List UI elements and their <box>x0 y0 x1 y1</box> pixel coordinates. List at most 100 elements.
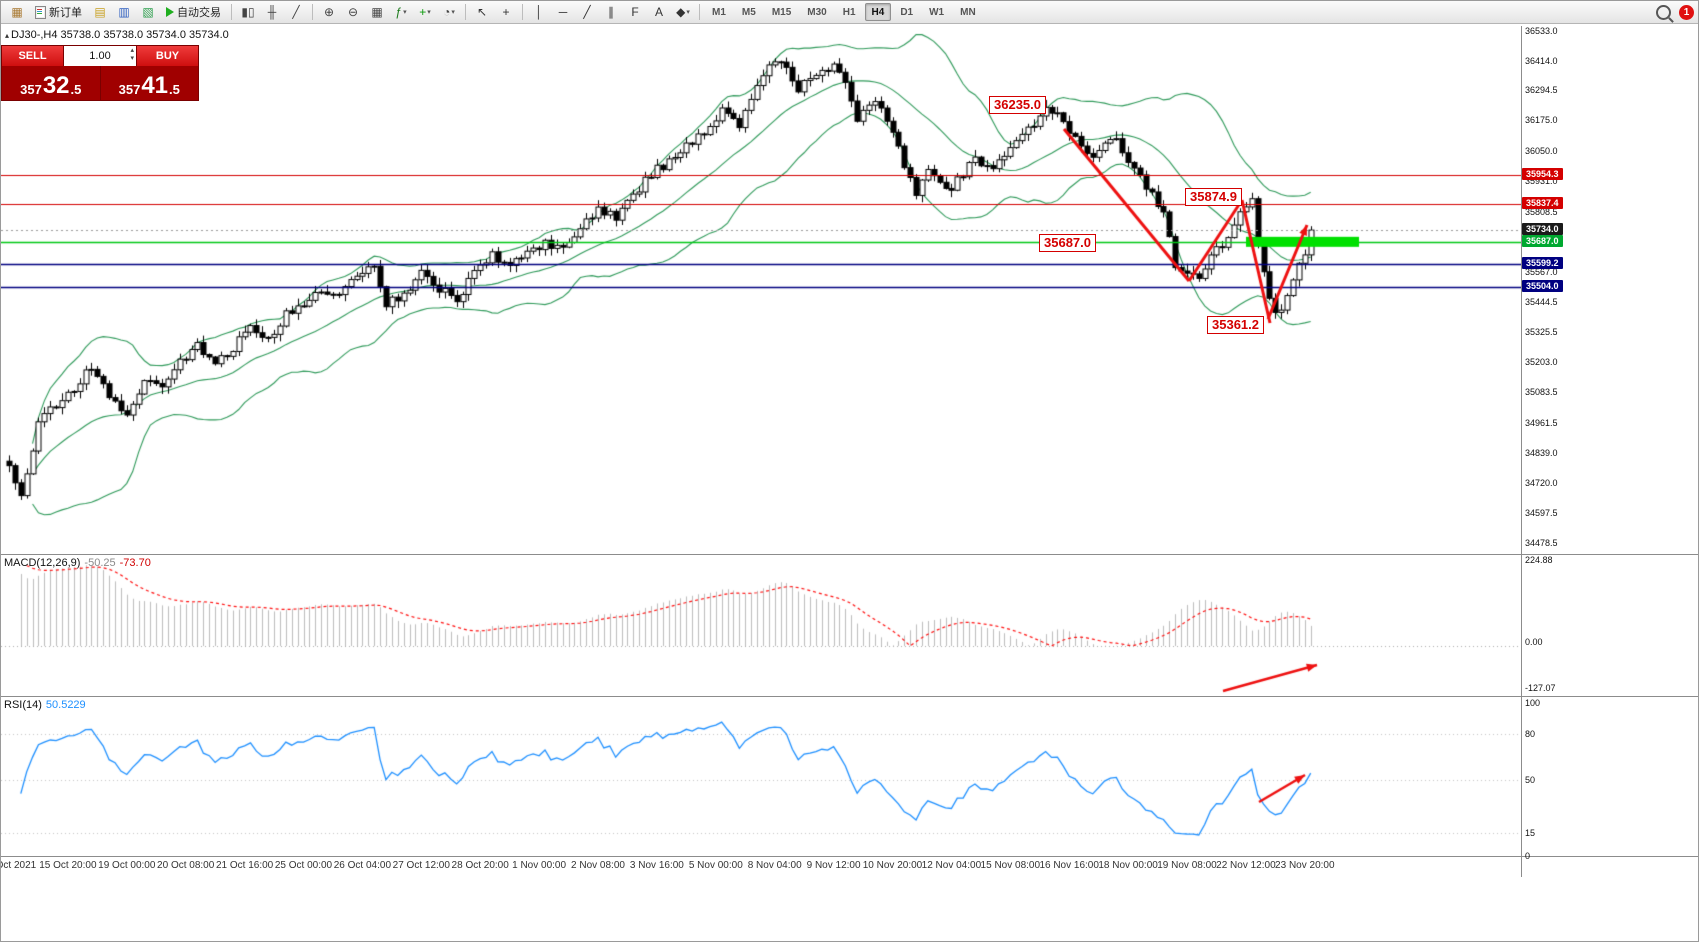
timeframe-m30-button[interactable]: M30 <box>800 3 833 21</box>
add-indicator-icon[interactable]: + ▾ <box>413 2 437 23</box>
price-scale-label: 36414.0 <box>1525 55 1558 66</box>
line-chart-icon[interactable]: ╱ <box>292 4 300 19</box>
time-axis-label: 8 Nov 04:00 <box>747 860 802 871</box>
time-axis-label: 1 Nov 00:00 <box>512 860 567 871</box>
time-axis-separator <box>1 856 1698 857</box>
trendline-icon[interactable]: ╱ <box>583 4 591 19</box>
shapes-icon[interactable]: ◆ ▾ <box>671 2 695 23</box>
indicators-icon[interactable]: ƒ ▾ <box>389 2 413 23</box>
toolbar-left-group: ▦ 新订单 ▤ ▥ ▧ 自动交易 ▮▯ ╫ ╱ ⊕ ⊖ ▦ ƒ ▾ + ▾ ◔ ▾ ↖ + │ ─ ╱ ∥ F A ◆ ▾ M1 M5 M1… <box>5 1 984 23</box>
rsi-panel-separator[interactable] <box>1 696 1698 697</box>
buy-price[interactable]: 357 41 .5 <box>118 72 180 99</box>
periods-icon[interactable]: ◔ ▾ <box>437 2 461 23</box>
text-icon[interactable]: A <box>654 4 663 19</box>
price-scale-label: 34597.5 <box>1525 508 1558 519</box>
sell-button[interactable]: SELL <box>2 46 64 66</box>
price-callout[interactable]: 35361.2 <box>1207 316 1264 334</box>
time-axis-label: 25 Oct 00:00 <box>274 860 333 871</box>
market-watch-icon[interactable]: ▤ <box>94 4 106 19</box>
chart-window-icon[interactable]: ▦ <box>11 4 23 19</box>
timeframe-m1-button[interactable]: M1 <box>705 3 733 21</box>
macd-panel-separator[interactable] <box>1 554 1698 555</box>
notification-badge[interactable]: 1 <box>1679 4 1694 20</box>
price-scale-label: 36294.5 <box>1525 85 1558 96</box>
navigator-icon[interactable]: ▥ <box>118 4 130 19</box>
price-scale-label: 34720.0 <box>1525 477 1558 488</box>
buy-button[interactable]: BUY <box>136 46 198 66</box>
price-scale-label: 35325.5 <box>1525 326 1558 337</box>
crosshair-icon[interactable]: + <box>502 4 510 19</box>
price-callout[interactable]: 36235.0 <box>989 96 1046 114</box>
time-axis-label: 9 Nov 12:00 <box>806 860 861 871</box>
timeframe-mn-button[interactable]: MN <box>953 3 983 21</box>
timeframe-d1-button[interactable]: D1 <box>893 3 920 21</box>
price-level-badge: 35954.3 <box>1522 168 1563 181</box>
time-axis-label: 5 Nov 00:00 <box>688 860 743 871</box>
time-axis-label: 15 Nov 08:00 <box>980 860 1041 871</box>
time-axis-label: 20 Oct 08:00 <box>157 860 215 871</box>
price-callout[interactable]: 35687.0 <box>1039 234 1096 252</box>
price-level-badge: 35837.4 <box>1522 197 1563 210</box>
autotrading-button[interactable]: 自动交易 <box>160 3 227 22</box>
rsi-scale-label: 50 <box>1525 774 1536 785</box>
timeframe-h4-button[interactable]: H4 <box>864 3 892 21</box>
rsi-scale-label: 100 <box>1525 698 1541 708</box>
chevron-down-icon: ▾ <box>686 8 690 16</box>
time-axis-label: 23 Nov 20:00 <box>1275 860 1335 871</box>
bars-chart-icon[interactable]: ╫ <box>267 4 277 19</box>
channel-icon[interactable]: ∥ <box>608 4 614 19</box>
chevron-down-icon: ▾ <box>451 8 455 16</box>
time-axis-label: 27 Oct 12:00 <box>392 860 450 871</box>
search-icon[interactable] <box>1656 4 1671 20</box>
timeframe-h1-button[interactable]: H1 <box>836 3 863 21</box>
price-scale-label: 36175.0 <box>1525 115 1558 126</box>
price-scale-label: 34478.5 <box>1525 538 1558 548</box>
price-scale-label: 35083.5 <box>1525 387 1558 398</box>
timeframe-m15-button[interactable]: M15 <box>765 3 798 21</box>
zoom-in-icon[interactable]: ⊕ <box>323 4 335 19</box>
time-axis-label: 16 Nov 16:00 <box>1039 860 1099 871</box>
time-axis-label: 18 Nov 00:00 <box>1098 860 1158 871</box>
timeframe-w1-button[interactable]: W1 <box>922 3 951 21</box>
sell-price[interactable]: 357 32 .5 <box>2 66 101 100</box>
candles-chart-icon[interactable]: ▮▯ <box>241 4 255 19</box>
time-axis-label: 21 Oct 16:00 <box>215 860 274 871</box>
toolbar-separator <box>312 4 313 20</box>
price-level-badge: 35504.0 <box>1522 280 1563 293</box>
zoom-out-icon[interactable]: ⊖ <box>347 4 359 19</box>
volume-increase-button[interactable]: ▴ <box>130 47 134 54</box>
volume-field[interactable]: 1.00 ▴ ▾ <box>64 46 136 66</box>
price-scale-label: 35203.0 <box>1525 357 1558 368</box>
horizontal-line-icon[interactable]: ─ <box>558 4 568 19</box>
price-scale-border <box>1521 26 1522 877</box>
rsi-scale-label: 15 <box>1525 828 1536 839</box>
fibonacci-icon[interactable]: F <box>631 4 639 19</box>
tile-windows-icon[interactable]: ▦ <box>371 4 383 19</box>
time-axis-label: 19 Oct 00:00 <box>98 860 156 871</box>
macd-label: MACD(12,26,9) -50.25 -73.70 <box>4 557 151 569</box>
price-scale-label: 35567.0 <box>1525 266 1558 277</box>
toolbar-separator <box>522 4 523 20</box>
price-scale-label: 34961.5 <box>1525 417 1558 428</box>
one-click-trade-panel: SELL 1.00 ▴ ▾ BUY 357 32 .5 357 41 .5 <box>1 45 199 101</box>
volume-decrease-button[interactable]: ▾ <box>130 55 134 62</box>
vertical-line-icon[interactable]: │ <box>535 4 543 19</box>
price-scale-label: 35931.0 <box>1525 176 1558 187</box>
chart-canvas[interactable] <box>1 26 1521 857</box>
price-scale-label: 36533.0 <box>1525 26 1558 36</box>
time-axis-label: 10 Nov 20:00 <box>862 860 923 871</box>
timeframe-m5-button[interactable]: M5 <box>735 3 763 21</box>
time-axis-label: 22 Nov 12:00 <box>1216 860 1276 871</box>
rsi-label: RSI(14) 50.5229 <box>4 699 86 711</box>
price-callout[interactable]: 35874.9 <box>1185 188 1242 206</box>
terminal-icon[interactable]: ▧ <box>142 4 154 19</box>
new-order-button[interactable]: 新订单 <box>29 3 88 22</box>
time-axis-label: 19 Nov 08:00 <box>1157 860 1217 871</box>
macd-scale-label: 0.00 <box>1525 637 1543 647</box>
price-level-badge: 35734.0 <box>1522 223 1563 236</box>
cursor-icon[interactable]: ↖ <box>476 4 488 19</box>
toolbar: ▦ 新订单 ▤ ▥ ▧ 自动交易 ▮▯ ╫ ╱ ⊕ ⊖ ▦ ƒ ▾ + ▾ ◔ ▾ ↖ + │ ─ ╱ ∥ F A ◆ ▾ M1 M5 M1… <box>1 1 1698 24</box>
time-axis-label: 26 Oct 04:00 <box>333 860 392 871</box>
time-axis-label: 14 Oct 2021 <box>1 860 37 871</box>
